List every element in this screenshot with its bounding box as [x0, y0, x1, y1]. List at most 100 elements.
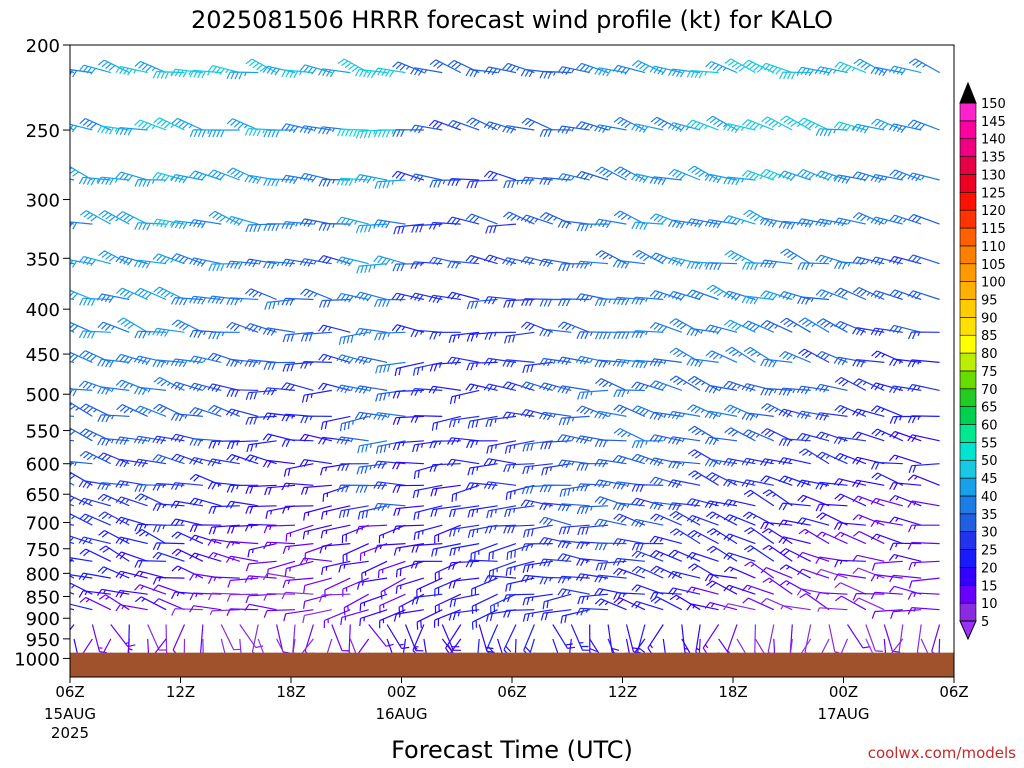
wind-barb	[115, 516, 148, 526]
wind-barb	[226, 453, 259, 465]
wind-barb	[300, 361, 332, 369]
wind-barb	[448, 560, 480, 571]
wind-barb	[170, 482, 203, 491]
wind-barb	[429, 440, 461, 449]
wind-barb	[557, 220, 590, 229]
wind-barb	[322, 484, 351, 502]
wind-barb	[374, 331, 406, 341]
wind-barb	[778, 502, 811, 511]
wind-barb	[97, 125, 130, 135]
wind-barb	[208, 440, 240, 449]
wind-barb	[466, 117, 498, 131]
wind-barb	[281, 221, 314, 230]
wind-barb	[539, 328, 572, 337]
wind-barb	[780, 317, 812, 333]
wind-barb	[631, 221, 664, 230]
wind-barb	[539, 411, 572, 421]
wind-barb	[907, 119, 940, 131]
wind-barb	[244, 174, 277, 185]
wind-barb	[796, 66, 830, 77]
wind-barb	[465, 383, 498, 392]
wind-barb	[116, 211, 148, 225]
wind-barb	[244, 359, 277, 368]
wind-barb	[706, 580, 738, 595]
wind-barb	[336, 354, 369, 365]
colorbar-label: 25	[981, 544, 998, 559]
wind-barb	[594, 588, 627, 596]
wind-barb	[612, 296, 645, 306]
wind-barb	[226, 118, 259, 131]
wind-barb	[392, 389, 424, 399]
wind-barb	[470, 543, 498, 562]
wind-barb	[907, 500, 940, 508]
wind-barb	[263, 361, 296, 371]
wind-barb	[725, 346, 756, 363]
wind-barb	[133, 458, 167, 468]
wind-barb	[907, 290, 940, 301]
wind-barb	[778, 170, 811, 182]
wind-barb	[434, 560, 462, 581]
wind-barb	[262, 260, 296, 270]
wind-barb	[503, 211, 535, 225]
wind-barb	[207, 458, 240, 467]
wind-barb	[595, 560, 627, 571]
wind-barb	[359, 593, 388, 612]
wind-barb	[632, 249, 664, 265]
wind-barb	[299, 258, 332, 267]
wind-barb	[97, 437, 130, 446]
wind-barb	[523, 624, 535, 657]
wind-barb	[669, 375, 701, 391]
wind-barb	[245, 415, 277, 425]
y-tick-label: 300	[26, 191, 60, 212]
wind-barb	[79, 350, 112, 363]
wind-barb	[208, 331, 240, 340]
colorbar-label: 70	[981, 383, 998, 398]
wind-barb	[78, 536, 111, 545]
wind-barb	[245, 593, 277, 604]
wind-barb	[97, 414, 130, 423]
y-tick-label: 400	[26, 300, 60, 321]
wind-barb	[134, 179, 167, 187]
wind-barb	[448, 577, 480, 589]
wind-barb	[706, 115, 738, 131]
wind-barb	[631, 359, 664, 369]
wind-barb	[300, 331, 332, 342]
wind-barb	[744, 561, 775, 579]
wind-barb	[796, 517, 830, 526]
wind-barb	[483, 383, 517, 392]
colorbar-under-arrow	[959, 620, 977, 641]
wind-barb	[668, 290, 701, 302]
wind-barb	[449, 389, 480, 405]
wind-barb	[373, 412, 406, 421]
wind-barb	[226, 167, 259, 181]
wind-barb	[153, 403, 185, 417]
wind-barb	[557, 298, 590, 307]
wind-barb	[727, 624, 738, 657]
wind-barb	[521, 117, 554, 131]
wind-barb	[706, 545, 738, 562]
wind-barb	[706, 528, 738, 545]
wind-barb	[97, 386, 130, 395]
colorbar-segment	[959, 138, 977, 157]
colorbar-label: 115	[981, 222, 1006, 237]
wind-barb	[815, 383, 848, 393]
wind-barb	[207, 169, 241, 181]
wind-barb	[70, 495, 93, 507]
wind-barb	[226, 608, 259, 617]
wind-barb	[767, 624, 775, 655]
wind-barb	[465, 559, 498, 568]
wind-barb	[667, 436, 701, 445]
wind-barb	[110, 624, 136, 648]
wind-barb	[483, 458, 517, 467]
wind-barb	[687, 563, 719, 579]
wind-barb	[815, 289, 848, 301]
wind-barb	[78, 330, 111, 339]
wind-barb	[796, 432, 830, 442]
wind-barb	[373, 460, 406, 469]
wind-barb	[539, 537, 572, 546]
wind-barb	[704, 173, 738, 184]
wind-barb	[865, 624, 883, 652]
wind-barb	[303, 505, 332, 521]
wind-barb	[686, 70, 719, 79]
